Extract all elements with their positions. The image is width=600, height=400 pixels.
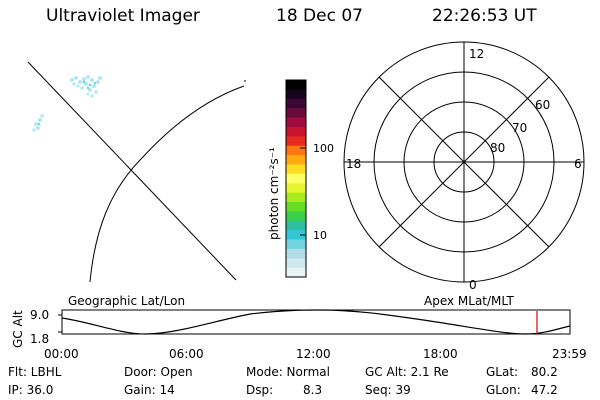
colorbar-band bbox=[286, 192, 306, 203]
colorbar-gradient bbox=[286, 80, 306, 278]
timeline-xtick-label-1200: 12:00 bbox=[296, 347, 331, 361]
colorbar-band bbox=[286, 164, 306, 175]
timeline-left-label: Geographic Lat/Lon bbox=[68, 294, 186, 308]
mlat-label-80: 80 bbox=[490, 141, 505, 155]
ip-status: IP: 36.0 bbox=[8, 383, 54, 397]
colorbar-tick-label-100: 100 bbox=[313, 142, 334, 155]
colorbar-band bbox=[286, 136, 306, 147]
gain-status: Gain: 14 bbox=[124, 383, 175, 397]
colorbar-band bbox=[286, 155, 306, 166]
colorbar-band bbox=[286, 239, 306, 250]
colorbar-band bbox=[286, 201, 306, 212]
mlat-label-60: 60 bbox=[535, 98, 550, 112]
timeline-ytick-label-9: 9.0 bbox=[30, 308, 49, 322]
mlat-label-70: 70 bbox=[512, 121, 527, 135]
timeline-axis-title: GC Alt bbox=[11, 310, 25, 348]
gc-alt-orbit-curve bbox=[61, 309, 571, 335]
colorbar-band bbox=[286, 267, 306, 278]
app-title: Ultraviolet Imager bbox=[46, 6, 200, 26]
seq-status: Seq: 39 bbox=[365, 383, 411, 397]
dsp-status-value: 8.3 bbox=[303, 383, 323, 397]
colorbar-band bbox=[286, 230, 306, 241]
colorbar-band bbox=[286, 108, 306, 119]
colorbar-band bbox=[286, 89, 306, 100]
colorbar-band bbox=[286, 183, 306, 194]
colorbar-unit-label: photon cm⁻²s⁻¹ bbox=[267, 147, 281, 240]
colorbar-band bbox=[286, 211, 306, 222]
glat-status-label: GLat: bbox=[486, 365, 519, 379]
mode-status: Mode: Normal bbox=[246, 365, 330, 379]
dsp-status-label: Dsp: bbox=[246, 383, 274, 397]
timeline-xtick-label-0600: 06:00 bbox=[169, 347, 204, 361]
colorbar-band bbox=[286, 220, 306, 231]
timeline-right-label: Apex MLat/MLT bbox=[424, 294, 514, 308]
colorbar-band bbox=[286, 117, 306, 128]
glon-status-label: GLon: bbox=[486, 383, 521, 397]
mlt-label-6: 6 bbox=[574, 157, 582, 171]
date-label: 18 Dec 07 bbox=[276, 6, 363, 26]
timeline-xtick-label-1800: 18:00 bbox=[423, 347, 458, 361]
glat-status-value: 80.2 bbox=[531, 365, 558, 379]
polar-diagonal-2 bbox=[378, 76, 550, 248]
colorbar-band bbox=[286, 173, 306, 184]
mlt-label-18: 18 bbox=[346, 157, 361, 171]
filter-status: Flt: LBHL bbox=[8, 365, 62, 379]
gc-alt-status: GC Alt: 2.1 Re bbox=[365, 365, 449, 379]
glon-status-value: 47.2 bbox=[531, 383, 558, 397]
colorbar-band bbox=[286, 258, 306, 269]
colorbar-frame bbox=[285, 79, 307, 278]
mlt-label-0: 0 bbox=[469, 278, 477, 292]
mlt-label-12: 12 bbox=[469, 47, 484, 61]
door-status: Door: Open bbox=[124, 365, 193, 379]
colorbar-band bbox=[286, 126, 306, 137]
colorbar-band bbox=[286, 80, 306, 90]
colorbar-band bbox=[286, 145, 306, 156]
colorbar-band bbox=[286, 98, 306, 109]
colorbar-band bbox=[286, 248, 306, 259]
colorbar-tick-label-10: 10 bbox=[313, 229, 327, 242]
time-label: 22:26:53 UT bbox=[432, 6, 537, 26]
timeline-xtick-label-0000: 00:00 bbox=[44, 347, 79, 361]
timeline-ytick-label-1.8: 1.8 bbox=[30, 332, 49, 346]
timeline-xtick-label-2359: 23:59 bbox=[552, 347, 587, 361]
